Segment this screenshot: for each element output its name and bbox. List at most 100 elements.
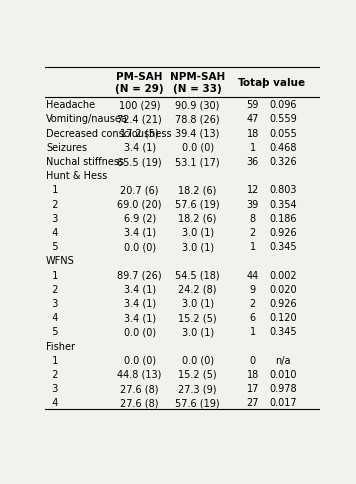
Text: 0.0 (0): 0.0 (0) [124,327,156,336]
Text: 0.559: 0.559 [269,114,297,124]
Text: 8: 8 [250,213,256,223]
Text: 44: 44 [247,270,259,280]
Text: 6.9 (2): 6.9 (2) [124,213,156,223]
Text: Hunt & Hess: Hunt & Hess [46,171,107,181]
Text: 3.4 (1): 3.4 (1) [124,284,156,294]
Text: 27.6 (8): 27.6 (8) [120,397,159,408]
Text: 3.0 (1): 3.0 (1) [182,327,214,336]
Text: 39: 39 [247,199,259,209]
Text: 2: 2 [250,298,256,308]
Text: 17.2 (5): 17.2 (5) [120,128,159,138]
Text: 0.055: 0.055 [269,128,297,138]
Text: 0.010: 0.010 [269,369,297,379]
Text: 3.0 (1): 3.0 (1) [182,227,214,238]
Text: 57.6 (19): 57.6 (19) [175,397,220,408]
Text: 0.354: 0.354 [269,199,297,209]
Text: p value: p value [262,78,305,88]
Text: 4: 4 [46,397,58,408]
Text: 2: 2 [46,284,58,294]
Text: 3.0 (1): 3.0 (1) [182,298,214,308]
Text: 18.2 (6): 18.2 (6) [178,213,217,223]
Text: 69.0 (20): 69.0 (20) [117,199,162,209]
Text: 90.9 (30): 90.9 (30) [176,100,220,110]
Text: 1: 1 [250,142,256,152]
Text: 0.0 (0): 0.0 (0) [182,355,214,365]
Text: 1: 1 [46,185,58,195]
Text: 24.2 (8): 24.2 (8) [178,284,217,294]
Text: 1: 1 [46,270,58,280]
Text: Nuchal stiffness: Nuchal stiffness [46,157,124,166]
Text: 2: 2 [46,369,58,379]
Text: 0.0 (0): 0.0 (0) [124,242,156,252]
Text: 0.803: 0.803 [269,185,297,195]
Text: 0.0 (0): 0.0 (0) [124,355,156,365]
Text: 4: 4 [46,227,58,238]
Text: 0.468: 0.468 [269,142,297,152]
Text: Seizures: Seizures [46,142,87,152]
Text: Headache: Headache [46,100,95,110]
Text: 1: 1 [46,355,58,365]
Text: Total: Total [239,78,267,88]
Text: NPM-SAH
(N = 33): NPM-SAH (N = 33) [170,72,225,93]
Text: 0: 0 [250,355,256,365]
Text: 3: 3 [46,383,58,393]
Text: 65.5 (19): 65.5 (19) [117,157,162,166]
Text: 36: 36 [247,157,259,166]
Text: 0.326: 0.326 [269,157,297,166]
Text: 1: 1 [250,327,256,336]
Text: 2: 2 [250,227,256,238]
Text: 18: 18 [247,369,259,379]
Text: 0.017: 0.017 [269,397,297,408]
Text: 0.926: 0.926 [269,227,297,238]
Text: 54.5 (18): 54.5 (18) [175,270,220,280]
Text: 15.2 (5): 15.2 (5) [178,313,217,322]
Text: 5: 5 [46,242,58,252]
Text: 0.120: 0.120 [269,313,297,322]
Text: 18.2 (6): 18.2 (6) [178,185,217,195]
Text: 0.186: 0.186 [269,213,297,223]
Text: 72.4 (21): 72.4 (21) [117,114,162,124]
Text: 3.0 (1): 3.0 (1) [182,242,214,252]
Text: 89.7 (26): 89.7 (26) [117,270,162,280]
Text: 5: 5 [46,327,58,336]
Text: 6: 6 [250,313,256,322]
Text: 20.7 (6): 20.7 (6) [120,185,159,195]
Text: n/a: n/a [276,355,291,365]
Text: 18: 18 [247,128,259,138]
Text: 2: 2 [46,199,58,209]
Text: 47: 47 [247,114,259,124]
Text: 3.4 (1): 3.4 (1) [124,313,156,322]
Text: Fisher: Fisher [46,341,75,351]
Text: WFNS: WFNS [46,256,75,266]
Text: 4: 4 [46,313,58,322]
Text: 0.0 (0): 0.0 (0) [182,142,214,152]
Text: 0.345: 0.345 [269,327,297,336]
Text: 9: 9 [250,284,256,294]
Text: 57.6 (19): 57.6 (19) [175,199,220,209]
Text: 27.3 (9): 27.3 (9) [178,383,217,393]
Text: 1: 1 [250,242,256,252]
Text: 27.6 (8): 27.6 (8) [120,383,159,393]
Text: 3: 3 [46,298,58,308]
Text: 100 (29): 100 (29) [119,100,161,110]
Text: 78.8 (26): 78.8 (26) [175,114,220,124]
Text: 3.4 (1): 3.4 (1) [124,227,156,238]
Text: 39.4 (13): 39.4 (13) [176,128,220,138]
Text: 17: 17 [247,383,259,393]
Text: 27: 27 [247,397,259,408]
Text: 0.345: 0.345 [269,242,297,252]
Text: 12: 12 [247,185,259,195]
Text: 0.020: 0.020 [269,284,297,294]
Text: 3: 3 [46,213,58,223]
Text: 53.1 (17): 53.1 (17) [175,157,220,166]
Text: 44.8 (13): 44.8 (13) [117,369,162,379]
Text: 0.926: 0.926 [269,298,297,308]
Text: 0.978: 0.978 [269,383,297,393]
Text: 59: 59 [247,100,259,110]
Text: 0.002: 0.002 [269,270,297,280]
Text: 0.096: 0.096 [269,100,297,110]
Text: Vomiting/nausea: Vomiting/nausea [46,114,128,124]
Text: PM-SAH
(N = 29): PM-SAH (N = 29) [115,72,164,93]
Text: 3.4 (1): 3.4 (1) [124,142,156,152]
Text: 15.2 (5): 15.2 (5) [178,369,217,379]
